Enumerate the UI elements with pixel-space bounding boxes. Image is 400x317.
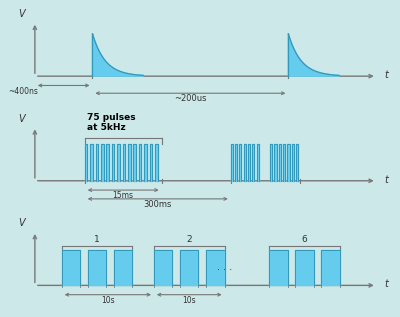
- Text: ~400ns: ~400ns: [8, 87, 38, 95]
- Text: t: t: [384, 70, 388, 80]
- Polygon shape: [288, 34, 339, 76]
- Text: ~200us: ~200us: [174, 94, 207, 103]
- Text: t: t: [384, 175, 388, 185]
- Text: 300ms: 300ms: [144, 200, 172, 209]
- Text: 1: 1: [94, 235, 100, 244]
- Text: 2: 2: [186, 235, 192, 244]
- Text: 75 pulses
at 5kHz: 75 pulses at 5kHz: [87, 113, 135, 132]
- Text: V: V: [18, 218, 25, 229]
- Text: 10s: 10s: [101, 296, 115, 305]
- Text: . . .: . . .: [217, 262, 232, 272]
- Text: V: V: [18, 114, 25, 124]
- Text: 15ms: 15ms: [113, 191, 134, 200]
- Text: t: t: [384, 279, 388, 289]
- Text: 10s: 10s: [182, 296, 196, 305]
- Text: 6: 6: [302, 235, 307, 244]
- Text: V: V: [18, 9, 25, 19]
- Polygon shape: [92, 34, 143, 76]
